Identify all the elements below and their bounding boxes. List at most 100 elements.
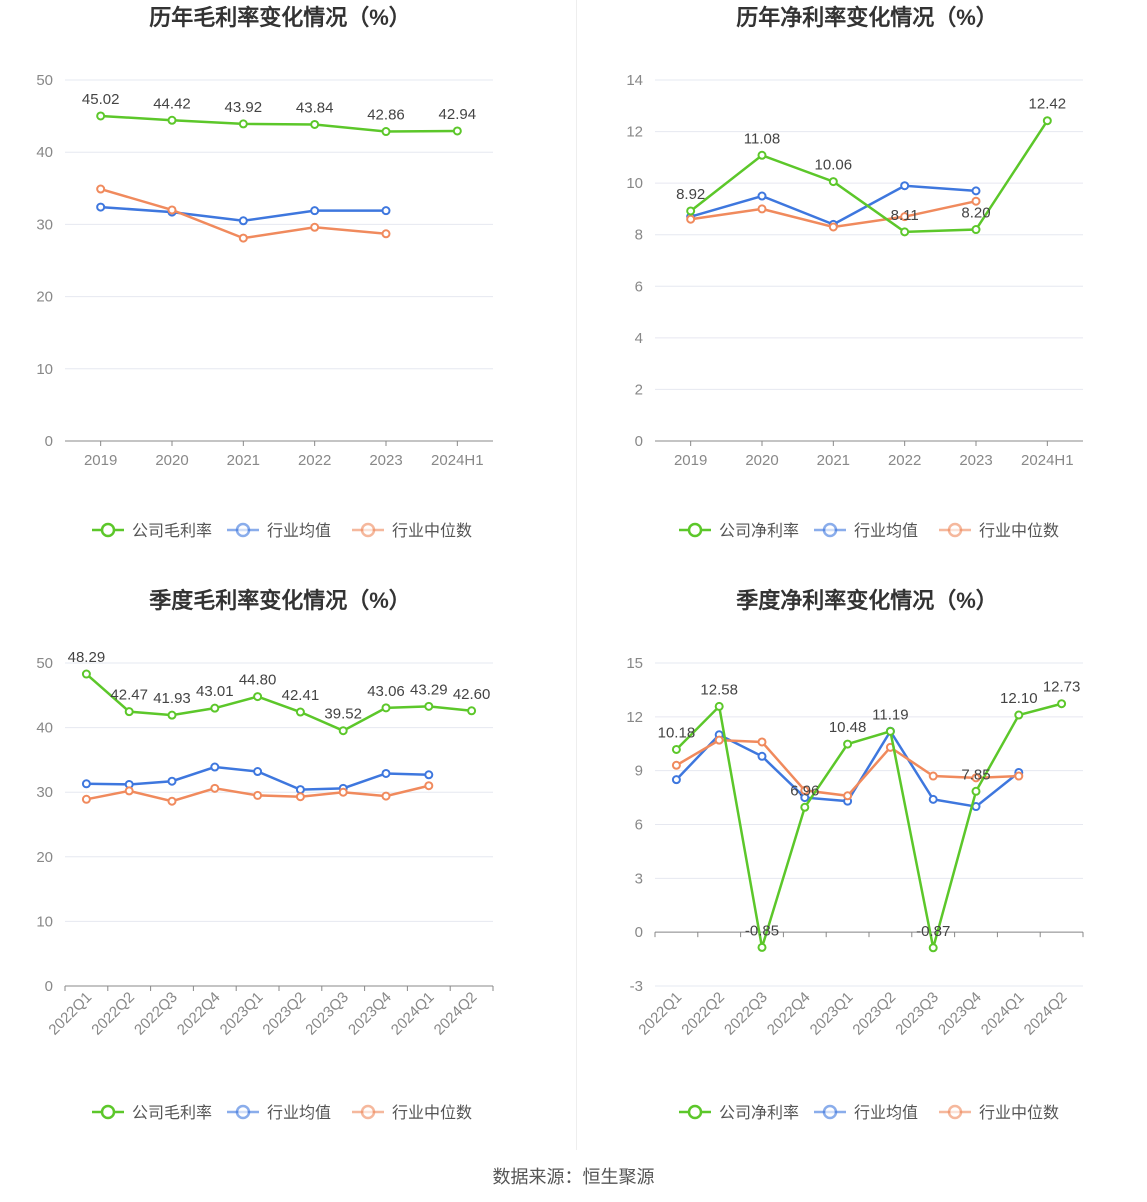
x-tick-label: 2021 <box>227 452 260 469</box>
data-point-median <box>167 205 177 215</box>
x-tick-label: 2023 <box>369 452 402 469</box>
data-label: 10.18 <box>658 724 696 741</box>
data-label: 11.08 <box>744 130 780 147</box>
data-point-median <box>757 204 767 214</box>
data-point-avg <box>238 216 248 226</box>
data-point-median <box>757 737 767 747</box>
x-tick-label: 2023Q4 <box>345 989 395 1039</box>
chart-panel-annual-gross-margin: 历年毛利率变化情况（%） 0 10 20 30 40 50 2019 2020 2021 2022 2… <box>0 0 560 575</box>
data-point-avg <box>424 770 434 780</box>
series-line-avg <box>690 184 977 226</box>
data-point-company <box>885 726 895 736</box>
y-tick-label: 9 <box>635 763 643 780</box>
chart-panel-quarterly-gross-margin: 季度毛利率变化情况（%） 0 10 20 30 40 50 2022Q1 2022Q2 2022Q… <box>0 583 560 1158</box>
data-point-avg <box>900 181 910 191</box>
data-label: 43.29 <box>410 681 448 698</box>
data-point-median <box>295 792 305 802</box>
series-median <box>671 735 1024 801</box>
data-point-avg <box>671 775 681 785</box>
data-point-company <box>1057 699 1067 709</box>
data-label: 6.96 <box>790 782 819 799</box>
legend-marker-icon <box>947 522 963 538</box>
y-tick-label: 10 <box>36 361 53 378</box>
x-axis: 2022Q12022Q22022Q32022Q42023Q12023Q22023… <box>635 931 1084 1039</box>
data-label: 10.06 <box>815 157 853 174</box>
data-point-median <box>800 785 810 795</box>
x-tick-label: 2021 <box>817 452 850 469</box>
data-point-median <box>338 787 348 797</box>
legend-label: 行业中位数 <box>979 1104 1059 1122</box>
data-point-company <box>295 707 305 717</box>
data-point-company <box>167 115 177 125</box>
data-label: 12.42 <box>1029 96 1067 113</box>
legend-item-avg: 行业均值 <box>814 1104 918 1122</box>
y-tick-label: 0 <box>635 924 643 941</box>
x-axis: 2022Q12022Q22022Q32022Q42023Q12023Q22023… <box>45 985 494 1039</box>
quarterly-net-margin-chart: 季度净利率变化情况（%） -3 0 3 6 9 12 15 2022Q12022Q22022Q3… <box>626 588 1084 1122</box>
data-label: 44.42 <box>153 95 191 112</box>
x-tick-label: 2022Q2 <box>88 989 138 1039</box>
data-point-company <box>900 227 910 237</box>
data-label: 42.47 <box>110 687 148 704</box>
y-tick-label: 15 <box>626 655 643 672</box>
data-point-median <box>81 794 91 804</box>
data-point-median <box>971 773 981 783</box>
y-axis: 0 10 20 30 40 50 <box>36 72 53 450</box>
data-point-median <box>253 790 263 800</box>
y-tick-label: 0 <box>45 978 53 995</box>
x-tick-label: 2020 <box>745 452 778 469</box>
legend-item-avg: 行业均值 <box>227 1104 331 1122</box>
legend-marker-icon <box>822 522 838 538</box>
data-label: 42.41 <box>282 687 320 704</box>
x-tick-label: 2023Q3 <box>892 989 942 1039</box>
grid-lines <box>65 79 493 442</box>
y-tick-label: 10 <box>36 913 53 930</box>
data-point-median <box>928 771 938 781</box>
legend-item-median: 行业中位数 <box>352 522 472 540</box>
legend: 公司毛利率 行业均值 行业中位数 <box>92 522 472 540</box>
series-line-company <box>689 120 1049 234</box>
data-point-company <box>124 707 134 717</box>
y-tick-label: 20 <box>36 849 53 866</box>
data-label: 8.11 <box>891 207 919 224</box>
series-company: 8.92 11.08 10.06 8.11 8.20 12.42 <box>676 96 1067 237</box>
data-point-median <box>381 791 391 801</box>
data-point-company <box>452 126 462 136</box>
x-tick-label: 2022Q3 <box>131 989 181 1039</box>
series-avg <box>96 202 391 226</box>
y-tick-label: 6 <box>635 817 643 834</box>
data-point-company <box>757 150 767 160</box>
data-point-company <box>1014 710 1024 720</box>
y-tick-label: 8 <box>635 227 643 244</box>
data-label: 43.01 <box>196 683 234 700</box>
legend-marker-icon <box>360 1104 376 1120</box>
data-label: 43.06 <box>367 683 405 700</box>
data-point-median <box>124 786 134 796</box>
data-point-avg <box>310 206 320 216</box>
x-tick-label: 2019 <box>674 452 707 469</box>
legend-label: 公司净利率 <box>719 522 799 540</box>
data-point-company <box>971 225 981 235</box>
legend-marker-icon <box>235 1104 251 1120</box>
legend-label: 行业均值 <box>267 1104 331 1122</box>
data-label: 43.92 <box>225 99 263 116</box>
chart-title: 历年毛利率变化情况（%） <box>149 5 411 30</box>
data-point-company <box>843 739 853 749</box>
data-point-median <box>424 781 434 791</box>
data-point-median <box>971 196 981 206</box>
data-point-company <box>686 206 696 216</box>
y-tick-label: 20 <box>36 289 53 306</box>
data-point-avg <box>81 779 91 789</box>
data-point-avg <box>167 776 177 786</box>
x-tick-label: 2020 <box>155 452 188 469</box>
series-line-company <box>100 114 458 133</box>
y-tick-label: 4 <box>635 330 643 347</box>
legend-label: 行业均值 <box>267 522 331 540</box>
quarterly-gross-margin-chart: 季度毛利率变化情况（%）010203040502022Q12022Q22022Q… <box>36 588 494 1122</box>
data-point-median <box>238 233 248 243</box>
grid-lines <box>655 79 1083 442</box>
data-point-median <box>210 783 220 793</box>
series-avg <box>81 762 434 795</box>
